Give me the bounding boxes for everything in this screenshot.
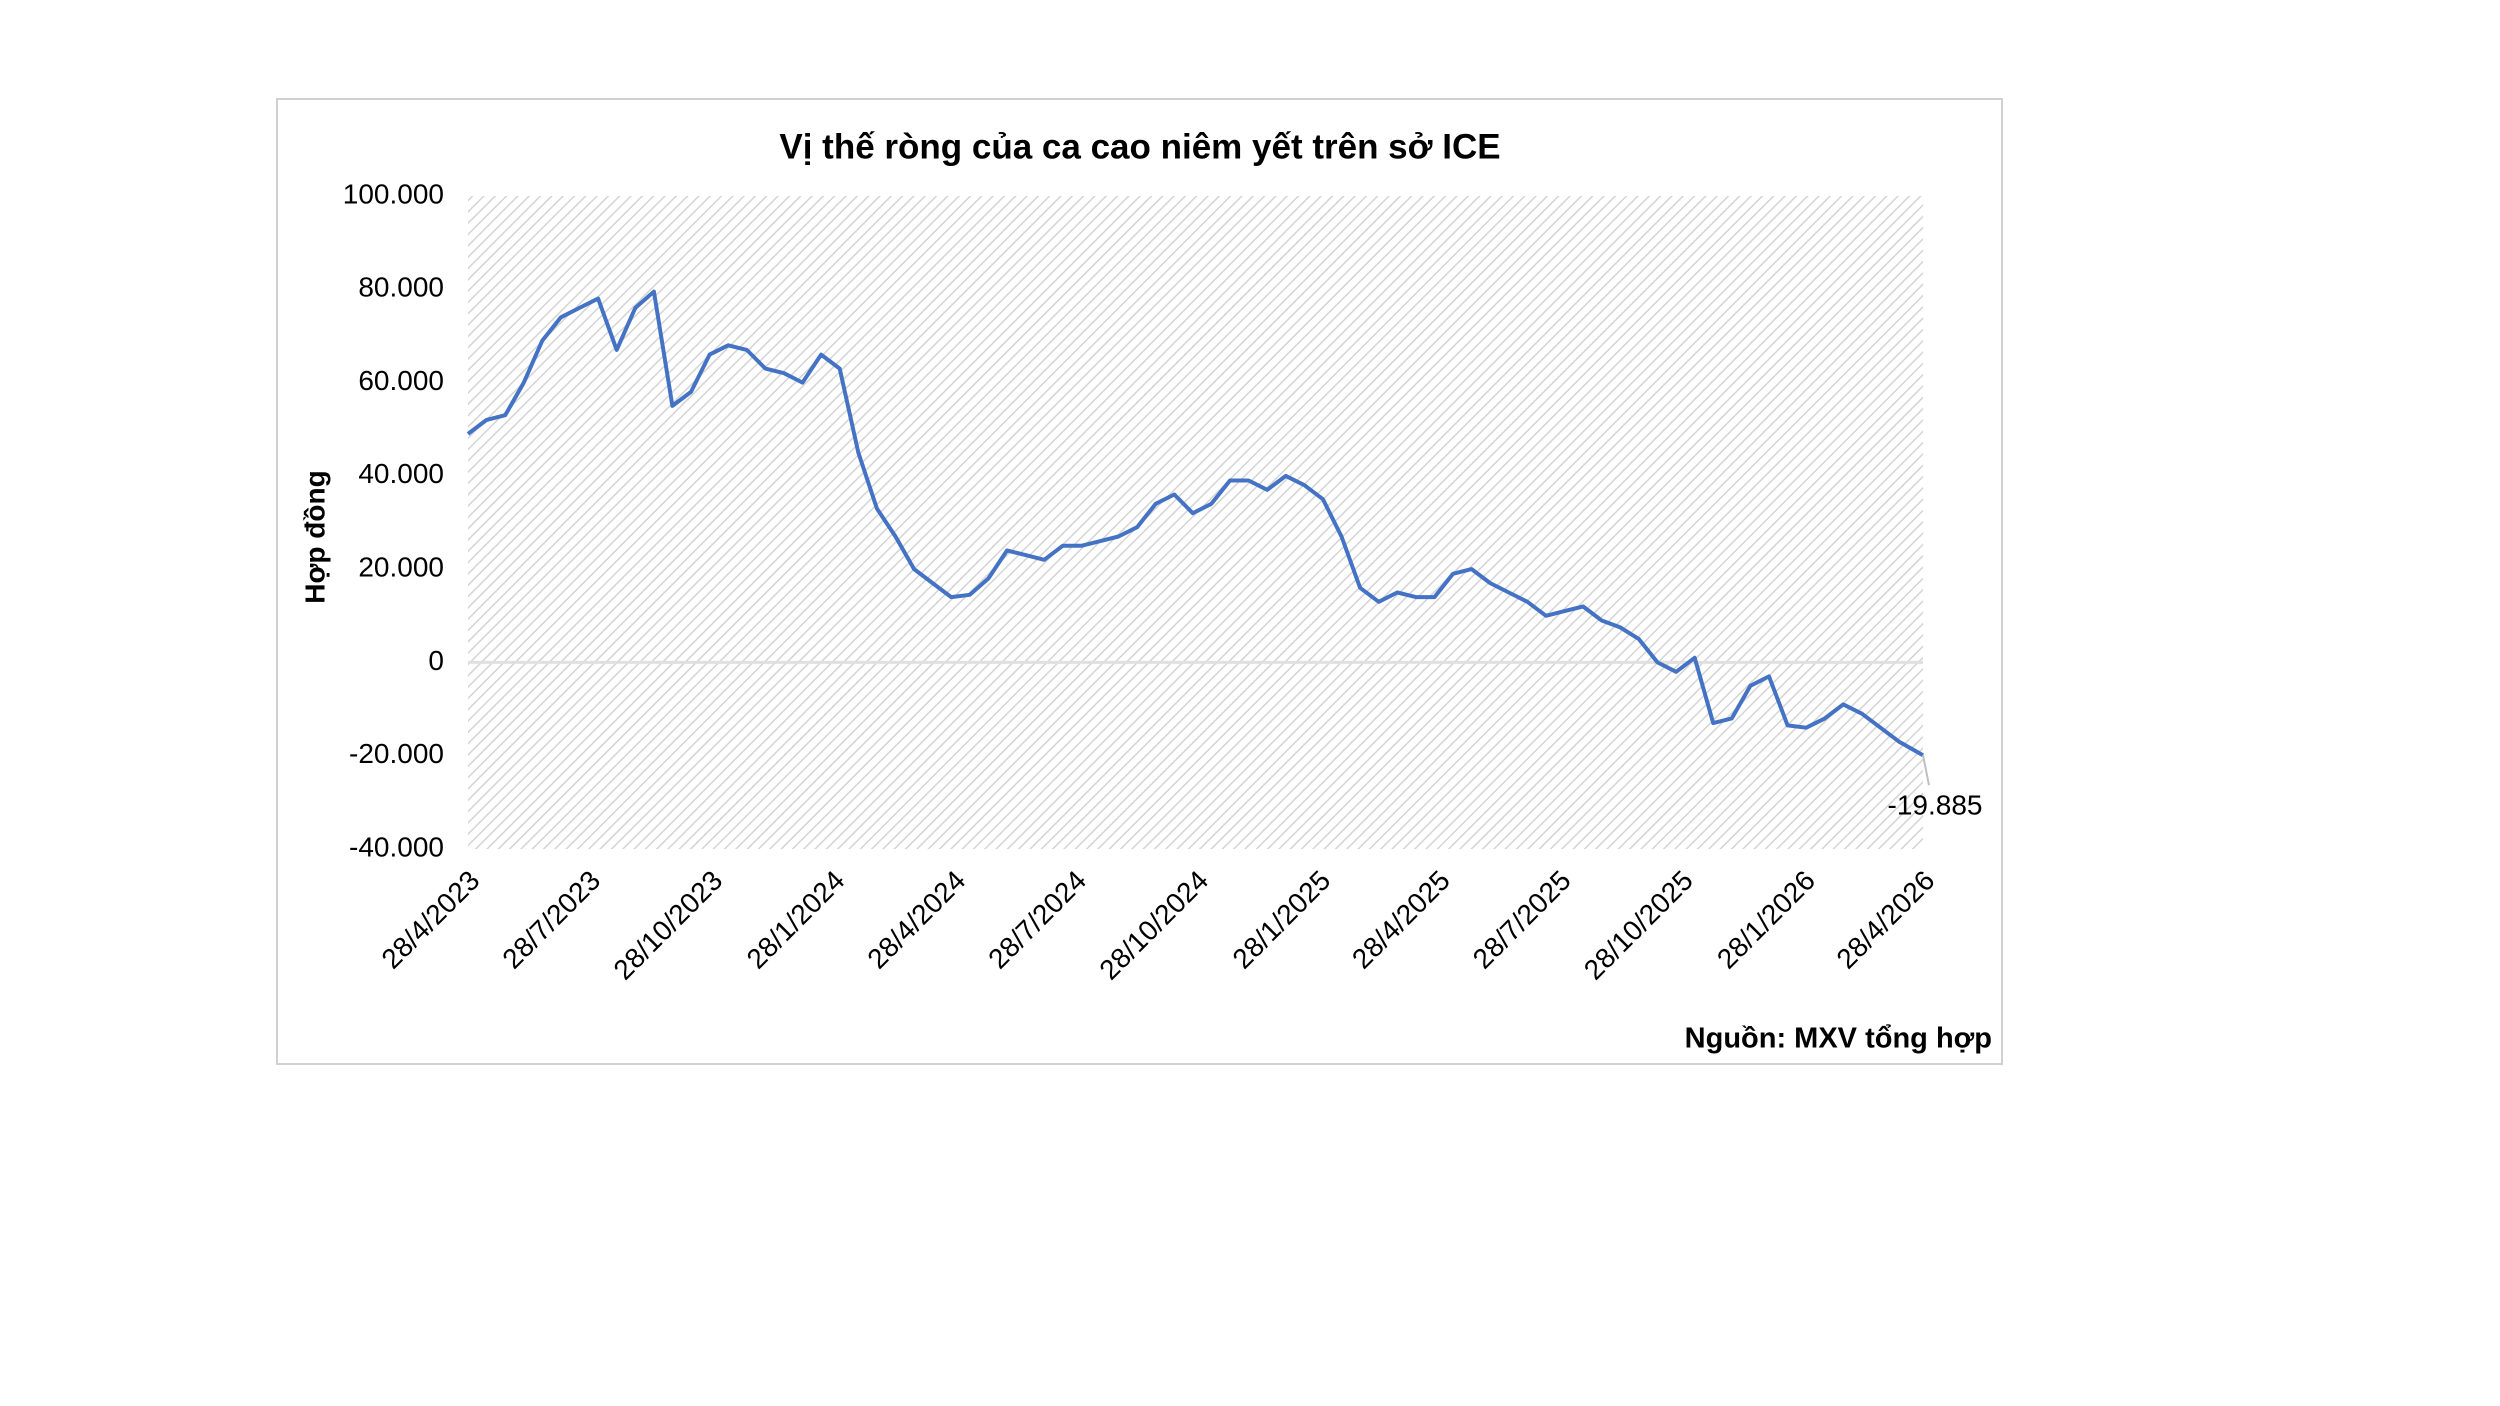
chart-title: Vị thế ròng của ca cao niêm yết trên sở …: [779, 127, 1500, 166]
plot-area: [468, 196, 1923, 849]
y-tick-label: 60.000: [358, 365, 444, 396]
y-tick-label: -20.000: [349, 738, 444, 769]
y-tick-label: 0: [428, 645, 444, 676]
data-line: [466, 289, 1924, 757]
y-tick-label: 80.000: [358, 272, 444, 303]
y-tick-label: 20.000: [358, 552, 444, 583]
y-tick-label: 40.000: [358, 458, 444, 489]
y-tick-label: -40.000: [349, 831, 444, 862]
y-tick-label: 100.000: [343, 178, 444, 209]
data-label: -19.885: [1888, 790, 1983, 821]
label-leader: [1922, 754, 1930, 786]
source-note: Nguồn: MXV tổng hợp: [1685, 1023, 1992, 1055]
y-axis-label: Hợp đồng: [299, 470, 330, 603]
